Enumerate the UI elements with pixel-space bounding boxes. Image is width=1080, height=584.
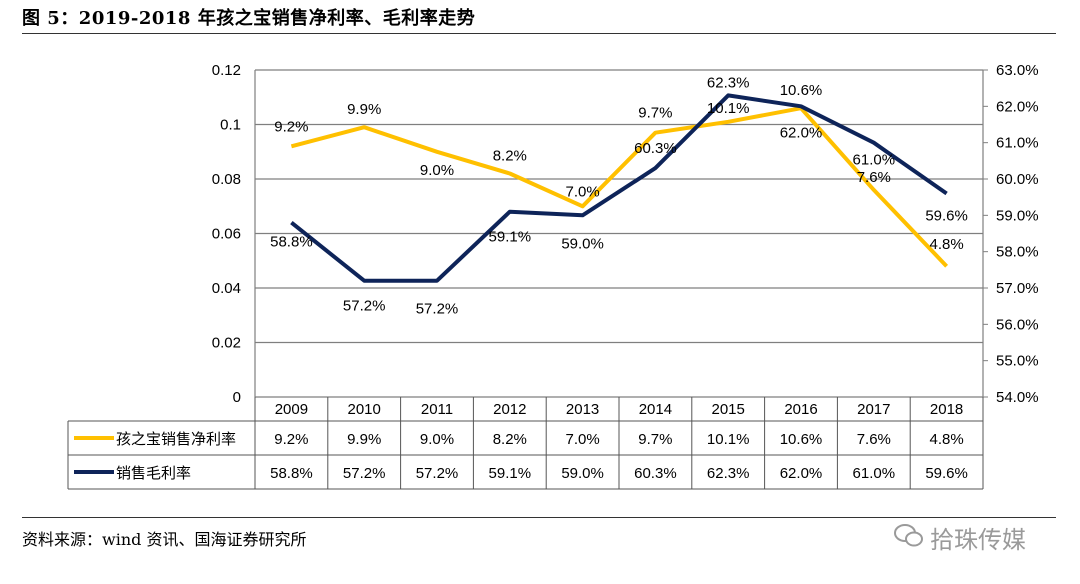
figure-title: 图 5：2019-2018 年孩之宝销售净利率、毛利率走势 bbox=[22, 8, 476, 29]
y-right-tick-label: 62.0% bbox=[996, 98, 1039, 115]
data-label: 58.8% bbox=[270, 234, 313, 251]
table-cell: 9.7% bbox=[638, 431, 672, 448]
source-rule bbox=[22, 517, 1056, 518]
y-left-tick-label: 0.04 bbox=[212, 280, 241, 297]
data-label: 59.0% bbox=[561, 235, 604, 252]
table-cell: 7.6% bbox=[857, 431, 891, 448]
data-label: 9.9% bbox=[347, 101, 381, 118]
data-label: 7.0% bbox=[565, 183, 599, 200]
table-cell: 59.0% bbox=[561, 465, 604, 482]
table-cell: 57.2% bbox=[343, 465, 386, 482]
x-tick-label: 2014 bbox=[639, 401, 672, 418]
y-left-tick-label: 0.12 bbox=[212, 62, 241, 79]
data-label: 10.6% bbox=[780, 82, 823, 99]
x-tick-label: 2016 bbox=[784, 401, 817, 418]
y-left-tick-label: 0 bbox=[233, 389, 241, 406]
x-tick-label: 2017 bbox=[857, 401, 890, 418]
data-label: 59.6% bbox=[925, 208, 968, 225]
x-tick-label: 2010 bbox=[348, 401, 381, 418]
data-label: 57.2% bbox=[343, 298, 386, 315]
table-cell: 9.0% bbox=[420, 431, 454, 448]
source-note: 资料来源：wind 资讯、国海证券研究所 bbox=[22, 530, 307, 549]
data-label: 9.7% bbox=[638, 105, 672, 122]
table-cell: 59.6% bbox=[925, 465, 968, 482]
series-line bbox=[290, 106, 949, 268]
data-label: 61.0% bbox=[853, 152, 896, 169]
y-left-tick-label: 0.1 bbox=[220, 117, 241, 134]
y-right-tick-label: 55.0% bbox=[996, 353, 1039, 370]
data-label: 62.3% bbox=[707, 74, 750, 91]
series-line bbox=[290, 93, 948, 283]
x-tick-label: 2013 bbox=[566, 401, 599, 418]
table-cell: 57.2% bbox=[416, 465, 459, 482]
data-label: 4.8% bbox=[929, 236, 963, 253]
legend-label: 孩之宝销售净利率 bbox=[116, 430, 236, 448]
y-left-tick-label: 0.06 bbox=[212, 226, 241, 243]
table-cell: 4.8% bbox=[929, 431, 963, 448]
y-right-tick-label: 60.0% bbox=[996, 171, 1039, 188]
chart: 0 0.02 0.04 0.06 0.08 0.1 0.12 54.0% 55.0% 56.0% 5… bbox=[67, 62, 1039, 490]
table-cell: 7.0% bbox=[565, 431, 599, 448]
table-cell: 60.3% bbox=[634, 465, 677, 482]
table-cell: 8.2% bbox=[493, 431, 527, 448]
watermark: 拾珠传媒 bbox=[930, 526, 1026, 554]
table-cell: 61.0% bbox=[853, 465, 896, 482]
y-right-tick-label: 61.0% bbox=[996, 135, 1039, 152]
data-label: 60.3% bbox=[634, 140, 677, 157]
x-tick-label: 2018 bbox=[930, 401, 963, 418]
data-label: 7.6% bbox=[857, 169, 891, 186]
y-left-tick-label: 0.08 bbox=[212, 171, 241, 188]
y-right-tick-label: 56.0% bbox=[996, 316, 1039, 333]
title-rule bbox=[22, 33, 1056, 34]
data-label: 8.2% bbox=[493, 148, 527, 165]
y-right-tick-label: 58.0% bbox=[996, 244, 1039, 261]
y-left-tick-label: 0.02 bbox=[212, 335, 241, 352]
x-tick-label: 2011 bbox=[421, 401, 453, 418]
data-label: 59.1% bbox=[489, 229, 532, 246]
table-cell: 10.6% bbox=[780, 431, 823, 448]
table-cell: 9.9% bbox=[347, 431, 381, 448]
table-cell: 10.1% bbox=[707, 431, 750, 448]
data-label: 9.2% bbox=[274, 118, 308, 135]
data-label: 9.0% bbox=[420, 162, 454, 179]
y-right-tick-label: 54.0% bbox=[996, 389, 1039, 406]
x-tick-label: 2015 bbox=[712, 401, 745, 418]
x-tick-label: 2012 bbox=[493, 401, 526, 418]
table-cell: 9.2% bbox=[274, 431, 308, 448]
table-cell: 62.0% bbox=[780, 465, 823, 482]
y-right-tick-label: 59.0% bbox=[996, 207, 1039, 224]
wechat-icon bbox=[894, 524, 923, 547]
y-right-tick-label: 63.0% bbox=[996, 62, 1039, 79]
table-cell: 59.1% bbox=[489, 465, 532, 482]
x-tick-label: 2009 bbox=[275, 401, 308, 418]
data-label: 62.0% bbox=[780, 124, 823, 141]
table-cell: 58.8% bbox=[270, 465, 313, 482]
data-label: 57.2% bbox=[416, 301, 459, 318]
data-label: 10.1% bbox=[707, 100, 750, 117]
y-right-tick-label: 57.0% bbox=[996, 280, 1039, 297]
legend-label: 销售毛利率 bbox=[116, 464, 191, 482]
table-cell: 62.3% bbox=[707, 465, 750, 482]
